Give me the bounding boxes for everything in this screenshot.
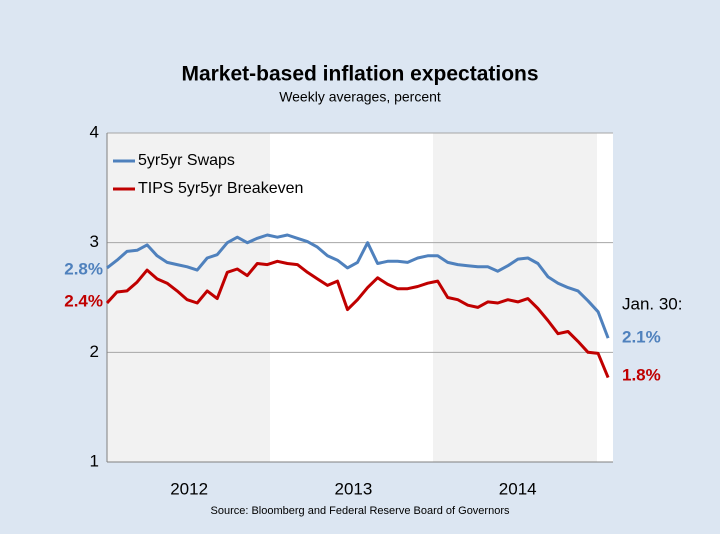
y-tick-label: 2 — [90, 342, 99, 361]
chart-title: Market-based inflation expectations — [181, 63, 538, 86]
annotation: 2.8% — [64, 259, 103, 278]
x-tick-label: 2012 — [170, 479, 208, 498]
source-note: Source: Bloomberg and Federal Reserve Bo… — [211, 505, 510, 517]
chart-subtitle: Weekly averages, percent — [279, 89, 441, 105]
annotation: 1.8% — [622, 365, 661, 384]
legend-label: 5yr5yr Swaps — [138, 152, 235, 169]
legend-label: TIPS 5yr5yr Breakeven — [138, 180, 303, 197]
y-tick-label: 1 — [90, 451, 99, 470]
y-tick-label: 4 — [90, 122, 99, 141]
x-tick-label: 2013 — [335, 479, 373, 498]
x-tick-label: 2014 — [499, 479, 537, 498]
shaded-period — [433, 133, 597, 462]
annotation: Jan. 30: — [622, 294, 683, 313]
series-line — [105, 259, 610, 379]
y-tick-label: 3 — [90, 232, 99, 251]
annotation: 2.4% — [64, 291, 103, 310]
series-line — [106, 233, 610, 339]
annotation: 2.1% — [622, 327, 661, 346]
